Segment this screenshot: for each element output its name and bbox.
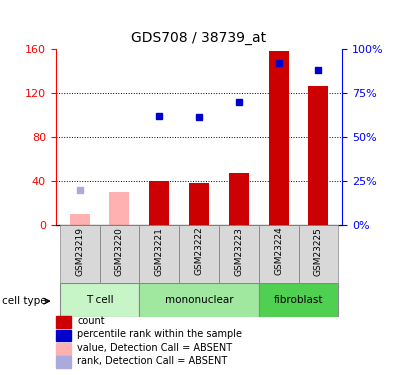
FancyBboxPatch shape [60, 283, 139, 317]
Bar [109, 192, 129, 225]
FancyBboxPatch shape [139, 225, 179, 283]
Bar [229, 173, 249, 225]
FancyBboxPatch shape [259, 225, 298, 283]
Bar [149, 181, 169, 225]
Bar [56, 343, 71, 355]
Bar [189, 183, 209, 225]
FancyBboxPatch shape [179, 225, 219, 283]
Text: mononuclear: mononuclear [165, 295, 233, 305]
FancyBboxPatch shape [259, 283, 338, 317]
Bar [56, 330, 71, 341]
Text: value, Detection Call = ABSENT: value, Detection Call = ABSENT [78, 343, 232, 352]
Text: T cell: T cell [86, 295, 113, 305]
Text: GSM23222: GSM23222 [195, 227, 203, 276]
Bar [56, 356, 71, 368]
Title: GDS708 / 38739_at: GDS708 / 38739_at [131, 31, 267, 45]
Bar [56, 316, 71, 328]
Text: count: count [78, 316, 105, 326]
Text: GSM23223: GSM23223 [234, 227, 243, 276]
Text: GSM23220: GSM23220 [115, 227, 124, 276]
Text: GSM23221: GSM23221 [155, 227, 164, 276]
Text: GSM23219: GSM23219 [75, 227, 84, 276]
Text: rank, Detection Call = ABSENT: rank, Detection Call = ABSENT [78, 356, 228, 366]
FancyBboxPatch shape [60, 225, 100, 283]
FancyBboxPatch shape [298, 225, 338, 283]
Text: GSM23224: GSM23224 [274, 227, 283, 276]
Bar [269, 51, 289, 225]
Text: GSM23225: GSM23225 [314, 227, 323, 276]
FancyBboxPatch shape [100, 225, 139, 283]
Text: cell type: cell type [2, 296, 47, 306]
Text: percentile rank within the sample: percentile rank within the sample [78, 329, 242, 339]
FancyBboxPatch shape [219, 225, 259, 283]
Bar [308, 86, 328, 225]
FancyBboxPatch shape [139, 283, 259, 317]
Bar [70, 214, 90, 225]
Text: fibroblast: fibroblast [274, 295, 323, 305]
